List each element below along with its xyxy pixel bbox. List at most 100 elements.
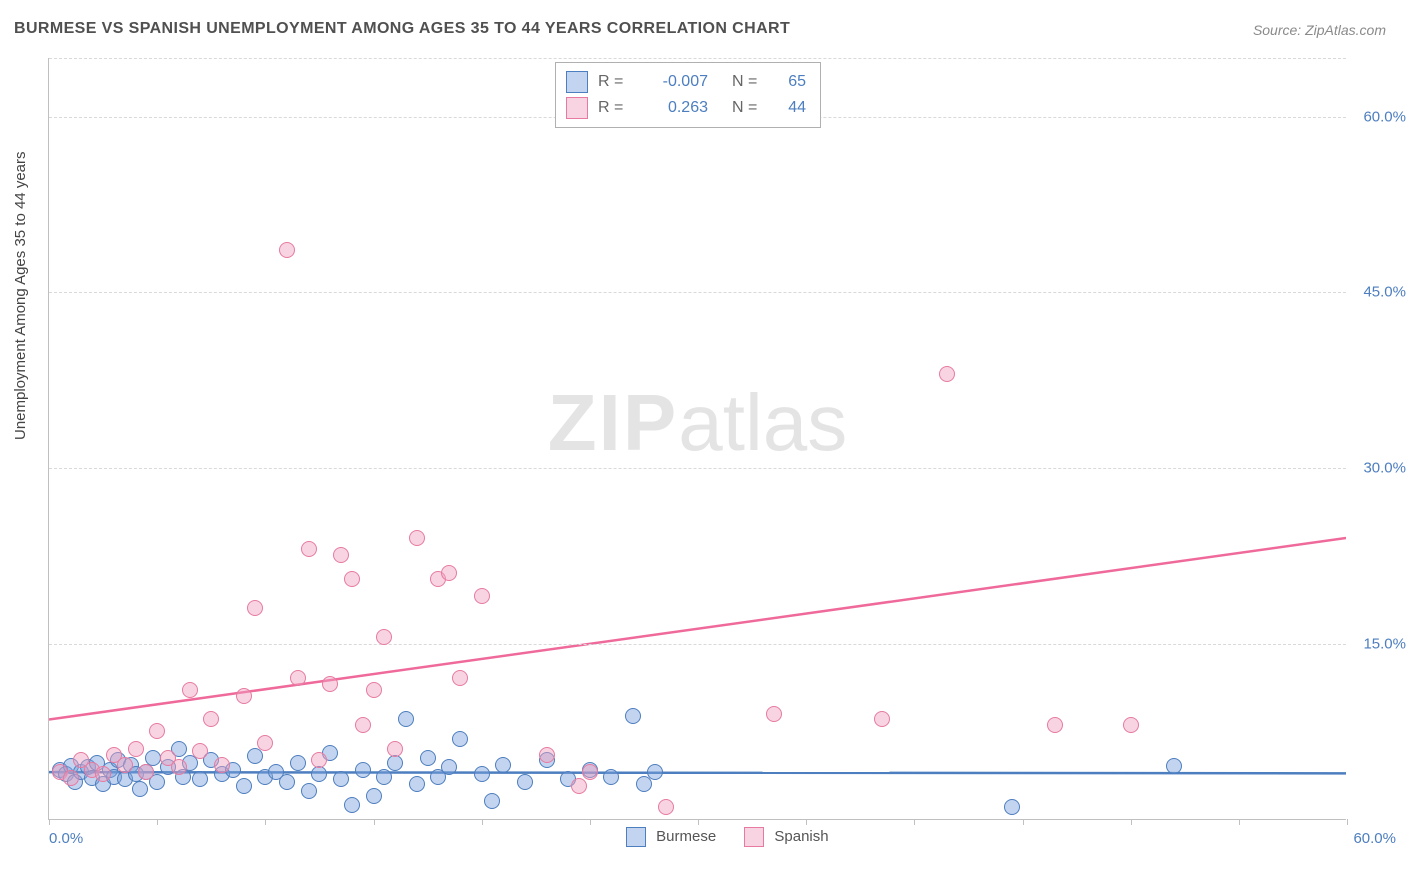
data-point <box>647 764 663 780</box>
correlation-legend: R = -0.007 N = 65 R = 0.263 N = 44 <box>555 62 821 128</box>
data-point <box>1004 799 1020 815</box>
data-point <box>376 769 392 785</box>
data-point <box>236 688 252 704</box>
legend-row-burmese: R = -0.007 N = 65 <box>566 69 806 95</box>
x-tick <box>374 819 375 825</box>
y-tick-label: 15.0% <box>1351 636 1406 653</box>
x-tick <box>806 819 807 825</box>
data-point <box>311 766 327 782</box>
data-point <box>452 670 468 686</box>
data-point <box>355 717 371 733</box>
data-point <box>214 757 230 773</box>
data-point <box>279 774 295 790</box>
data-point <box>539 747 555 763</box>
data-point <box>420 750 436 766</box>
series-legend: Burmese Spanish <box>626 827 829 847</box>
data-point <box>95 766 111 782</box>
swatch-spanish-icon <box>566 97 588 119</box>
data-point <box>344 797 360 813</box>
data-point <box>301 783 317 799</box>
data-point <box>138 764 154 780</box>
data-point <box>495 757 511 773</box>
y-axis-label: Unemployment Among Ages 35 to 44 years <box>12 151 29 440</box>
data-point <box>117 757 133 773</box>
watermark: ZIPatlas <box>548 377 847 469</box>
data-point <box>128 741 144 757</box>
data-point <box>1047 717 1063 733</box>
x-tick <box>590 819 591 825</box>
data-point <box>441 565 457 581</box>
x-tick <box>914 819 915 825</box>
data-point <box>279 242 295 258</box>
y-tick-label: 30.0% <box>1351 460 1406 477</box>
x-tick <box>482 819 483 825</box>
data-point <box>322 676 338 692</box>
data-point <box>766 706 782 722</box>
data-point <box>290 670 306 686</box>
data-point <box>387 741 403 757</box>
data-point <box>63 770 79 786</box>
data-point <box>149 723 165 739</box>
data-point <box>366 788 382 804</box>
chart-container: BURMESE VS SPANISH UNEMPLOYMENT AMONG AG… <box>0 0 1406 892</box>
data-point <box>376 629 392 645</box>
x-max-label: 60.0% <box>1353 830 1396 847</box>
data-point <box>344 571 360 587</box>
data-point <box>192 743 208 759</box>
data-point <box>366 682 382 698</box>
gridline <box>49 468 1346 469</box>
data-point <box>582 764 598 780</box>
data-point <box>387 755 403 771</box>
data-point <box>290 755 306 771</box>
data-point <box>409 530 425 546</box>
data-point <box>474 766 490 782</box>
data-point <box>571 778 587 794</box>
legend-item-spanish: Spanish <box>744 827 828 847</box>
data-point <box>203 711 219 727</box>
x-min-label: 0.0% <box>49 830 83 847</box>
data-point <box>257 735 273 751</box>
data-point <box>311 752 327 768</box>
data-point <box>474 588 490 604</box>
legend-row-spanish: R = 0.263 N = 44 <box>566 95 806 121</box>
x-tick <box>698 819 699 825</box>
data-point <box>658 799 674 815</box>
source-label: Source: ZipAtlas.com <box>1253 22 1386 38</box>
data-point <box>409 776 425 792</box>
data-point <box>517 774 533 790</box>
data-point <box>247 600 263 616</box>
y-tick-label: 45.0% <box>1351 284 1406 301</box>
x-tick <box>49 819 50 825</box>
y-tick-label: 60.0% <box>1351 108 1406 125</box>
data-point <box>236 778 252 794</box>
x-tick <box>1347 819 1348 825</box>
x-tick <box>1131 819 1132 825</box>
data-point <box>182 682 198 698</box>
data-point <box>484 793 500 809</box>
data-point <box>625 708 641 724</box>
x-tick <box>1023 819 1024 825</box>
data-point <box>1166 758 1182 774</box>
data-point <box>192 771 208 787</box>
x-tick <box>157 819 158 825</box>
data-point <box>333 547 349 563</box>
data-point <box>247 748 263 764</box>
data-point <box>333 771 349 787</box>
plot-area: ZIPatlas R = -0.007 N = 65 R = 0.263 N =… <box>48 58 1346 820</box>
data-point <box>355 762 371 778</box>
data-point <box>874 711 890 727</box>
swatch-burmese-icon <box>626 827 646 847</box>
swatch-burmese-icon <box>566 71 588 93</box>
legend-item-burmese: Burmese <box>626 827 716 847</box>
data-point <box>171 759 187 775</box>
data-point <box>1123 717 1139 733</box>
data-point <box>398 711 414 727</box>
trend-lines <box>49 58 1346 819</box>
gridline <box>49 644 1346 645</box>
x-tick <box>1239 819 1240 825</box>
data-point <box>441 759 457 775</box>
chart-title: BURMESE VS SPANISH UNEMPLOYMENT AMONG AG… <box>14 20 790 38</box>
data-point <box>132 781 148 797</box>
gridline <box>49 292 1346 293</box>
data-point <box>939 366 955 382</box>
